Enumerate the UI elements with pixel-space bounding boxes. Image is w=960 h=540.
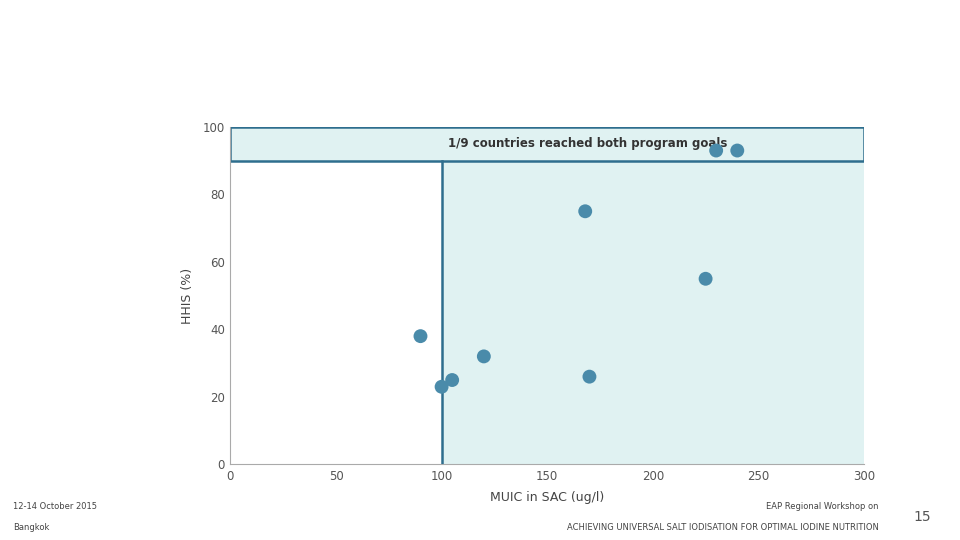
Point (578, 207, 593, 215)
Text: 1/9 countries reached both program goals: 1/9 countries reached both program goals (448, 137, 728, 150)
Text: HOUSEHOLD IODISED SALT COVERAGE AND IODINE STATUS: HOUSEHOLD IODISED SALT COVERAGE AND IODI… (135, 68, 825, 88)
Point (698, 274, 713, 283)
Point (444, 376, 460, 384)
Text: 15: 15 (914, 510, 931, 524)
Point (708, 146, 724, 155)
Point (476, 352, 492, 361)
Text: REGIONAL ACHIEVEMENTS:: REGIONAL ACHIEVEMENTS: (322, 25, 638, 45)
Text: EAP Regional Workshop on: EAP Regional Workshop on (766, 502, 878, 511)
Point (413, 332, 428, 340)
Point (582, 373, 597, 381)
Point (730, 146, 745, 155)
Y-axis label: HHIS (%): HHIS (%) (181, 268, 194, 323)
Bar (230, 127, 864, 160)
Point (434, 382, 449, 391)
Text: ACHIEVING UNIVERSAL SALT IODISATION FOR OPTIMAL IODINE NUTRITION: ACHIEVING UNIVERSAL SALT IODISATION FOR … (567, 523, 878, 532)
Text: Bangkok: Bangkok (13, 523, 50, 532)
Bar (442, 160, 864, 464)
Text: 12-14 October 2015: 12-14 October 2015 (13, 502, 97, 511)
X-axis label: MUIC in SAC (ug/l): MUIC in SAC (ug/l) (490, 491, 605, 504)
